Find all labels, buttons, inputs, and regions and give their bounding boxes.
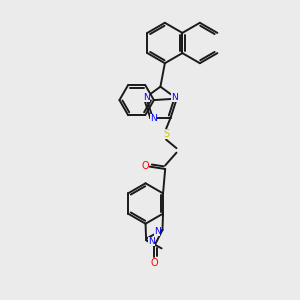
Text: O: O bbox=[142, 161, 149, 171]
Text: N: N bbox=[154, 227, 160, 236]
Text: S: S bbox=[163, 129, 169, 139]
Text: N: N bbox=[148, 237, 155, 246]
Text: O: O bbox=[151, 258, 158, 268]
Text: N: N bbox=[151, 114, 157, 123]
Text: N: N bbox=[171, 93, 178, 102]
Text: N: N bbox=[143, 93, 150, 102]
